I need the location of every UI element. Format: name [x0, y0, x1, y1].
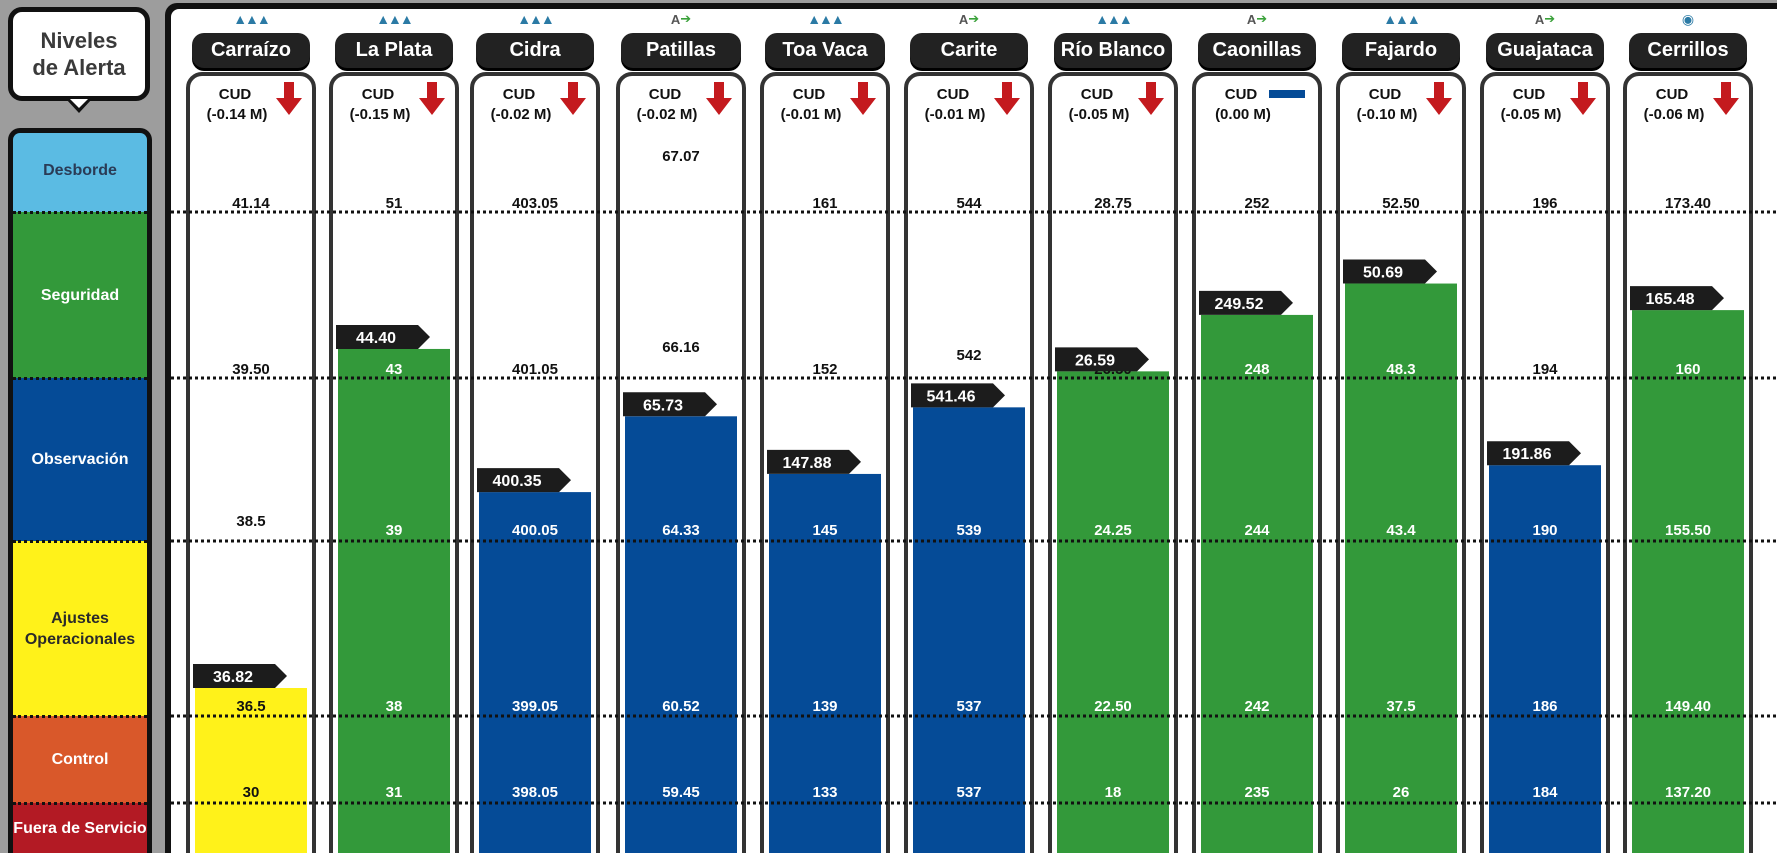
alert-levels-legend-inner: Desborde Seguridad Observación Ajustes Oper… [13, 133, 147, 853]
reservoirs-panel [165, 3, 1777, 853]
reservoir-name-pill: Guajataca [1486, 33, 1604, 68]
reservoir-name-pill: Carite [910, 33, 1028, 68]
legend-title-line1: Niveles [40, 28, 118, 53]
globe-icon: ◉ [1681, 10, 1695, 27]
legend-title: Niveles de Alerta [8, 7, 150, 101]
alert-levels-legend: Desborde Seguridad Observación Ajustes Oper… [8, 128, 152, 853]
water-drops-icon: ▲▲▲ [233, 11, 271, 27]
reservoirs-panel-inner [171, 9, 1777, 853]
legend-band-ajustes-operacionales: Ajustes Operacionales [13, 541, 147, 716]
af-transfer-icon: A ➔ [1534, 11, 1556, 27]
reservoir-name-pill: Patillas [621, 33, 741, 68]
legend-separator [13, 802, 147, 805]
legend-separator [13, 715, 147, 718]
reservoir-name-pill: Cidra [476, 33, 594, 68]
legend-band-desborde: Desborde [13, 133, 147, 212]
reservoir-name-pill: Cerrillos [1629, 33, 1747, 68]
af-transfer-icon: A ➔ [958, 11, 980, 27]
water-drops-icon: ▲▲▲ [376, 11, 414, 27]
legend-band-control: Control [13, 716, 147, 803]
water-drops-icon: ▲▲▲ [1095, 11, 1133, 27]
legend-band-fuera-de-servicio: Fuera de Servicio [13, 803, 147, 853]
legend-separator [13, 377, 147, 380]
af-transfer-icon: A ➔ [670, 11, 692, 27]
reservoir-name-pill: Caonillas [1198, 33, 1316, 68]
reservoir-name-pill: Toa Vaca [765, 33, 885, 68]
legend-band-observaci-n: Observación [13, 378, 147, 541]
water-drops-icon: ▲▲▲ [517, 11, 555, 27]
legend-title-line2: de Alerta [32, 55, 126, 80]
legend-title-pointer-fill [70, 99, 88, 108]
water-drops-icon: ▲▲▲ [807, 11, 845, 27]
legend-separator [13, 211, 147, 214]
water-drops-icon: ▲▲▲ [1383, 11, 1421, 27]
reservoir-name-pill: Carraízo [192, 33, 310, 68]
legend-band-seguridad: Seguridad [13, 212, 147, 378]
legend-separator [13, 540, 147, 543]
af-transfer-icon: A ➔ [1246, 11, 1268, 27]
reservoir-name-pill: Fajardo [1342, 33, 1460, 68]
reservoir-name-pill: La Plata [335, 33, 453, 68]
reservoir-name-pill: Río Blanco [1054, 33, 1172, 68]
